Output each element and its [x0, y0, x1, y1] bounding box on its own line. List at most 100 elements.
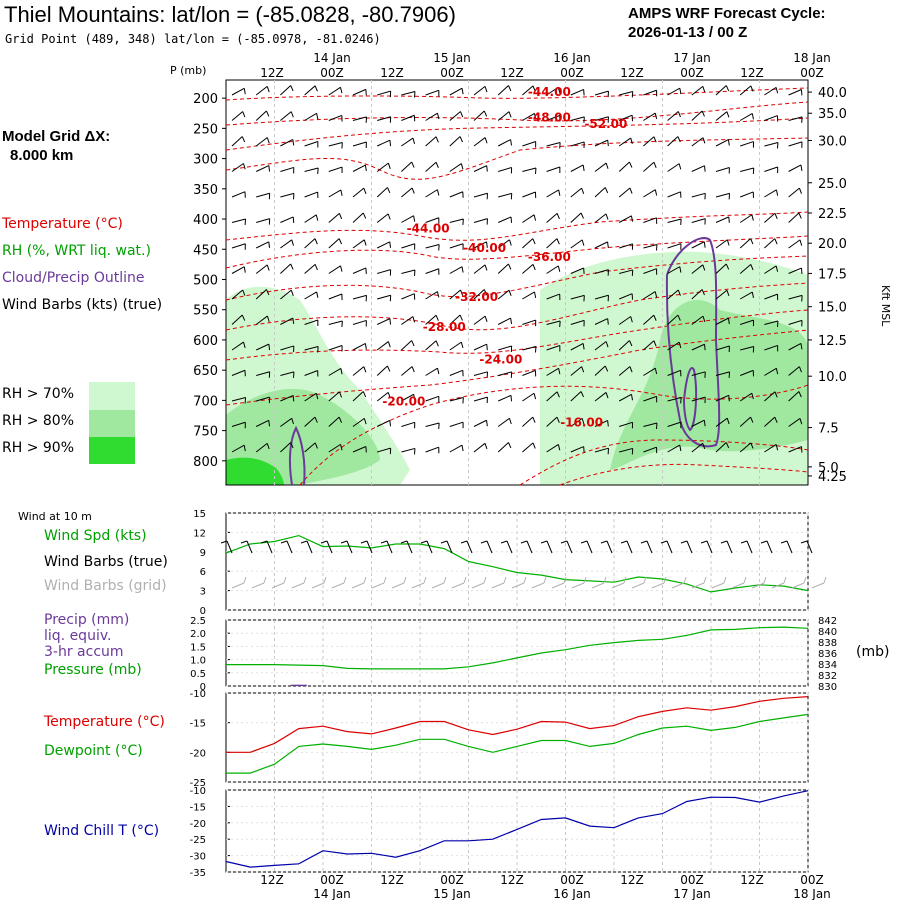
wind-barb [352, 294, 367, 300]
wind-barb [328, 212, 340, 223]
height-tick-label: 7.5 [818, 422, 839, 437]
wind-barb [255, 289, 267, 300]
wind-barb-flag [435, 340, 439, 347]
wind-barb [715, 139, 729, 147]
surface-wind-barb-flag [460, 540, 468, 544]
wind-barb [304, 392, 317, 402]
grid-dx-value: 8.000 km [10, 147, 74, 164]
wind-barb [667, 266, 681, 274]
wind-barb-flag [484, 137, 488, 144]
wind-barb-flag [653, 314, 657, 321]
grid-wind-barb [531, 582, 545, 589]
wind-barb-flag [437, 113, 440, 120]
grid-wind-barb-flag [763, 576, 767, 584]
bottom-hour-label: 12Z [500, 873, 524, 887]
wind-barb-flag [703, 241, 706, 248]
model-grid-spacing: Model Grid ΔX: 8.000 km [2, 127, 110, 165]
wind-barb [256, 192, 270, 198]
wind-barb-flag [459, 314, 463, 321]
wind-barb [255, 86, 268, 96]
wind-barb-flag [727, 318, 730, 325]
wind-barb [376, 187, 388, 198]
wind-barb-flag [413, 215, 416, 222]
wind-barb-flag [581, 187, 585, 194]
pressure-tick-label: 400 [193, 213, 218, 228]
wind-barb-flag [677, 314, 681, 321]
panel-ytick-label: 6 [200, 567, 206, 578]
wind-barb [643, 291, 656, 300]
wind-barb [619, 269, 633, 274]
wind-barb [280, 216, 294, 223]
temperature-contour [299, 384, 809, 486]
wind-barb-flag [677, 111, 681, 118]
wind-barb-flag [314, 416, 318, 423]
wind-barb-flag [702, 264, 706, 271]
wind-barb [522, 291, 535, 300]
wind-barb-flag [508, 85, 512, 92]
wind-barb [377, 269, 391, 274]
pressure-tick-label: 550 [193, 304, 218, 319]
wind-barb [328, 416, 340, 427]
temperature-contour-label: -20.00 [382, 395, 425, 409]
wind-barb-flag [387, 162, 391, 169]
wind-barb [328, 189, 342, 198]
wind-barb-flag [338, 391, 343, 398]
grid-wind-barb-flag [723, 576, 727, 584]
rh80-region-right [610, 300, 808, 470]
grid-wind-barb-flag [403, 576, 407, 584]
panel-y2tick-label: 832 [818, 671, 837, 682]
surface-wind-barb [246, 540, 253, 554]
wind-barb [473, 165, 487, 172]
wind-barb [328, 86, 341, 96]
pressure-tick-label: 650 [193, 364, 218, 379]
precip-label: Precip (mm) liq. equiv. 3-hr accum [44, 612, 129, 660]
grid-wind-barb [651, 582, 665, 589]
grid-wind-barb-flag [283, 576, 287, 584]
grid-wind-barb [751, 582, 765, 589]
wind-barb-flag [702, 137, 706, 144]
grid-wind-barb-flag [663, 576, 667, 584]
rh80-region-left [226, 388, 380, 485]
wind-barb [546, 444, 559, 453]
surface-wind-barb-flag [560, 540, 568, 544]
wind-barb [546, 212, 558, 223]
wind-barb [643, 314, 655, 325]
wind-barb-flag [389, 140, 392, 147]
wind-barb [449, 369, 463, 376]
wind-barb-flag [631, 394, 634, 401]
wind-barb [691, 137, 704, 147]
temperature-contour [519, 439, 809, 486]
wind-barb-flag [314, 85, 318, 92]
wind-barb [498, 345, 512, 351]
wind-barb-flag [340, 368, 343, 375]
wind-barb-flag [750, 416, 754, 423]
wind-barb [546, 293, 560, 300]
wind-barb-flag [677, 289, 681, 296]
wind-barb [643, 89, 657, 96]
wind-barb [449, 444, 463, 453]
wind-barb-flag [508, 442, 512, 449]
wind-barb-flag [679, 88, 682, 95]
temperature-contour-label: -48.00 [528, 110, 571, 124]
wind-barb-flag [533, 214, 537, 221]
wind-barb-flag [653, 340, 657, 347]
wind-barb [449, 218, 464, 223]
wind-barb-flag [435, 315, 439, 321]
surface-wind-barb [566, 540, 573, 554]
top-hour-label: 12Z [620, 66, 644, 80]
wind-barb [667, 136, 679, 147]
wind-barb [740, 369, 754, 376]
surface-wind-barb-flag [660, 540, 668, 544]
wind-barb-flag [556, 391, 560, 398]
legend-rh90-label: RH > 90% [2, 440, 75, 456]
wind-barb-flag [798, 212, 802, 219]
wind-barb [255, 110, 267, 121]
wind-barb [425, 367, 438, 376]
wind-barb [764, 212, 776, 223]
wind-barb-flag [607, 241, 609, 248]
wind-barb-flag [630, 316, 633, 323]
height-tick-label: 5.0 [818, 461, 839, 476]
wind-barb [691, 165, 705, 172]
surface-wind-barb [226, 540, 233, 554]
wind-barb [715, 85, 727, 96]
